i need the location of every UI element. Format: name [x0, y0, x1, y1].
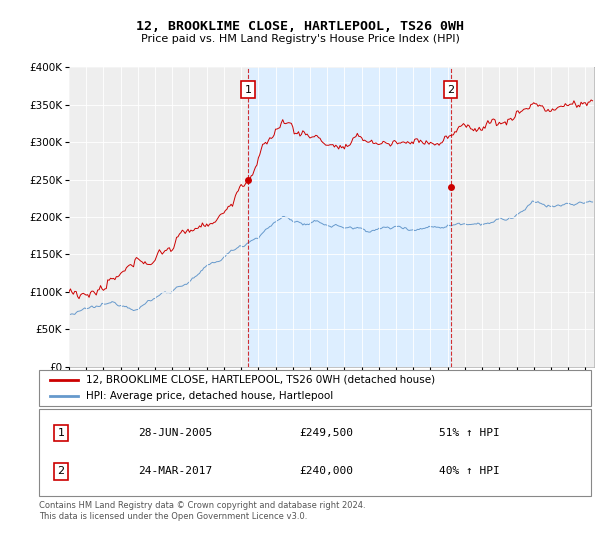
Text: 40% ↑ HPI: 40% ↑ HPI: [439, 466, 500, 477]
Text: 2: 2: [447, 85, 454, 95]
Text: 51% ↑ HPI: 51% ↑ HPI: [439, 428, 500, 438]
Text: 2: 2: [58, 466, 65, 477]
Text: Price paid vs. HM Land Registry's House Price Index (HPI): Price paid vs. HM Land Registry's House …: [140, 34, 460, 44]
FancyBboxPatch shape: [39, 409, 591, 496]
Text: £249,500: £249,500: [299, 428, 353, 438]
Text: 12, BROOKLIME CLOSE, HARTLEPOOL, TS26 0WH (detached house): 12, BROOKLIME CLOSE, HARTLEPOOL, TS26 0W…: [86, 375, 435, 385]
Text: £240,000: £240,000: [299, 466, 353, 477]
Text: 12, BROOKLIME CLOSE, HARTLEPOOL, TS26 0WH: 12, BROOKLIME CLOSE, HARTLEPOOL, TS26 0W…: [136, 20, 464, 32]
Text: 28-JUN-2005: 28-JUN-2005: [139, 428, 212, 438]
Text: 1: 1: [245, 85, 252, 95]
Text: 24-MAR-2017: 24-MAR-2017: [139, 466, 212, 477]
FancyBboxPatch shape: [39, 370, 591, 406]
Text: Contains HM Land Registry data © Crown copyright and database right 2024.
This d: Contains HM Land Registry data © Crown c…: [39, 501, 365, 521]
Text: HPI: Average price, detached house, Hartlepool: HPI: Average price, detached house, Hart…: [86, 391, 333, 401]
Bar: [248, 67, 451, 367]
Text: 1: 1: [58, 428, 65, 438]
